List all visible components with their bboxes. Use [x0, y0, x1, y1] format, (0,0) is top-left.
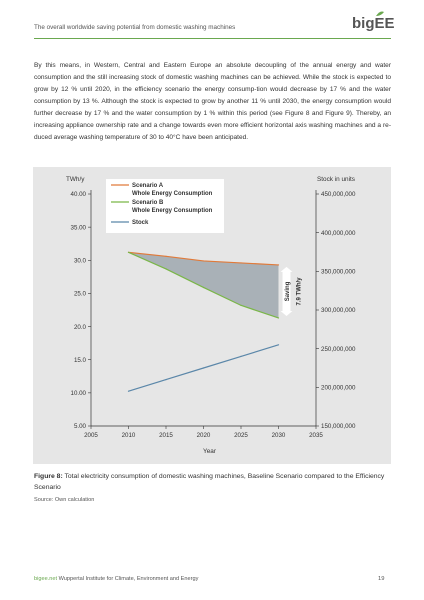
legend-label-1: Whole Energy Consumption	[132, 208, 213, 214]
footer-text: Wuppertal Institute for Climate, Environ…	[57, 576, 199, 582]
series-point-0	[240, 262, 242, 264]
header-title: The overall worldwide saving potential f…	[34, 24, 236, 31]
header-divider	[34, 38, 391, 39]
y-right-tick-label: 150,000,000	[321, 423, 356, 430]
y-left-tick-label: 35.00	[71, 224, 87, 231]
y-left-tick-label: 5.00	[74, 423, 87, 430]
footer: bigee.net Wuppertal Institute for Climat…	[34, 576, 198, 582]
bigee-logo: bigEE	[352, 11, 396, 35]
x-tick-label: 2025	[234, 432, 248, 439]
y-right-axis-title: Stock in units	[317, 176, 355, 183]
series-point-0	[165, 255, 167, 257]
y-right-tick-label: 450,000,000	[321, 191, 356, 198]
legend-label-0: Whole Energy Consumption	[132, 191, 213, 197]
x-tick-label: 2015	[159, 432, 173, 439]
source-note: Source: Own calculation	[34, 497, 95, 503]
y-left-axis-title: TWh/y	[66, 176, 85, 183]
legend-label-2: Stock	[132, 220, 149, 226]
page-number: 19	[378, 576, 385, 582]
series-point-1	[127, 251, 130, 253]
legend-label-1: Scenario B	[132, 200, 164, 206]
series-point-1	[277, 317, 280, 319]
caption-text: Total electricity consumption of domesti…	[34, 473, 385, 491]
saving-arrow-head-down	[280, 310, 293, 316]
body-paragraph: By this means, in Western, Central and E…	[34, 62, 391, 141]
y-right-tick-label: 350,000,000	[321, 269, 356, 276]
caption-label: Figure 8:	[34, 473, 63, 480]
series-point-1	[202, 286, 205, 289]
series-point-2	[202, 367, 205, 369]
figure-caption: Figure 8: Total electricity consumption …	[34, 471, 391, 493]
legend-box	[106, 179, 224, 233]
series-point-2	[165, 379, 167, 381]
y-left-tick-label: 30.0	[74, 257, 87, 264]
x-tick-label: 2010	[122, 432, 136, 439]
saving-label: Saving	[285, 281, 291, 301]
y-left-tick-label: 25.0	[74, 291, 87, 298]
y-left-tick-label: 15.0	[74, 357, 87, 364]
x-tick-label: 2020	[197, 432, 211, 439]
series-point-2	[277, 344, 280, 346]
y-right-tick-label: 400,000,000	[321, 230, 356, 237]
series-point-2	[127, 390, 130, 392]
chart-figure: 5.00 10.00 15.0 20.0 25.0 30.0 35.00 40.00 150,0…	[66, 176, 356, 455]
x-tick-label: 2035	[309, 432, 323, 439]
x-tick-label: 2030	[272, 432, 286, 439]
y-right-tick-label: 300,000,000	[321, 307, 356, 314]
logo-leaf-icon	[376, 11, 384, 16]
footer-site-link[interactable]: bigee.net	[34, 576, 58, 582]
y-left-tick-label: 10.00	[71, 390, 87, 397]
logo-text: bigEE	[352, 15, 395, 32]
x-axis-title: Year	[203, 448, 217, 455]
x-tick-label: 2005	[84, 432, 98, 439]
series-point-0	[277, 264, 280, 266]
series-point-2	[240, 355, 242, 357]
saving-arrow-body	[282, 270, 291, 312]
series-point-1	[240, 304, 242, 306]
y-left-tick-label: 20.0	[74, 324, 87, 331]
saving-arrow-head-up	[280, 266, 293, 272]
legend-label-0: Scenario A	[132, 183, 164, 189]
series-point-0	[202, 260, 205, 262]
y-left-tick-label: 40.00	[71, 191, 87, 198]
saving-value: 7.9 TWh/y	[297, 277, 303, 306]
series-point-1	[165, 268, 167, 270]
y-right-tick-label: 250,000,000	[321, 346, 356, 353]
chart-panel: 5.00 10.00 15.0 20.0 25.0 30.0 35.00 40.00 150,0…	[33, 167, 391, 464]
y-right-tick-label: 200,000,000	[321, 385, 356, 392]
